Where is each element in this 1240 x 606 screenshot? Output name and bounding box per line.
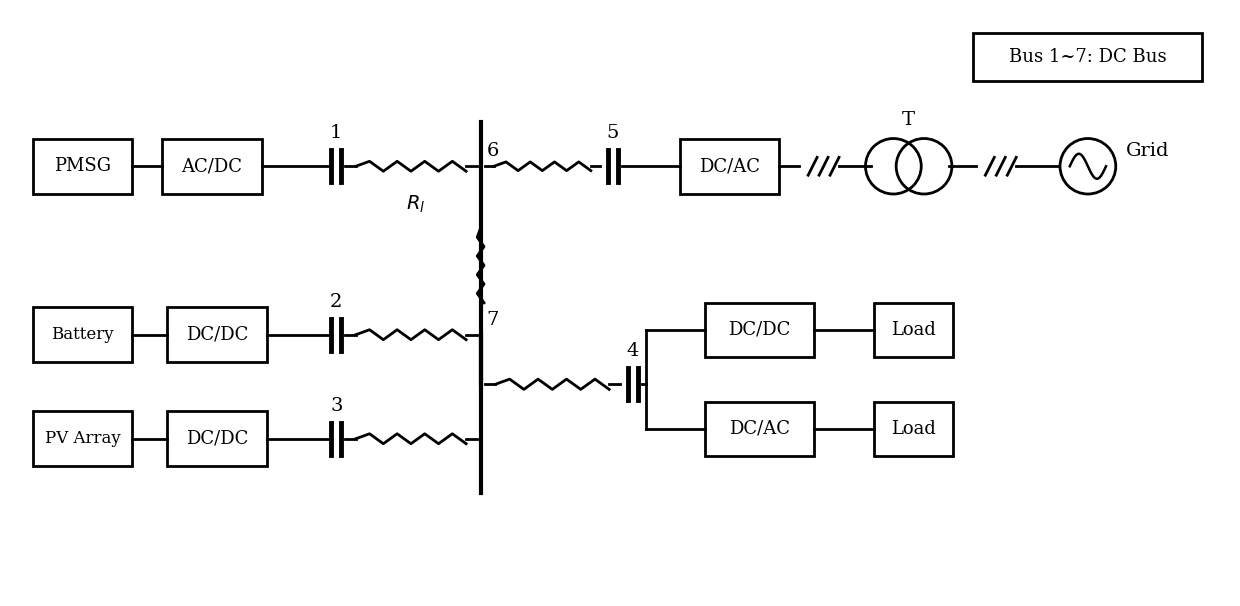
Text: Grid: Grid (1126, 142, 1169, 161)
Text: $R_l$: $R_l$ (407, 194, 425, 215)
Bar (167, 307, 267, 362)
Bar (32, 307, 133, 362)
Text: DC/AC: DC/AC (699, 158, 760, 175)
Bar (874, 302, 954, 357)
Bar (704, 302, 815, 357)
Text: DC/AC: DC/AC (729, 420, 790, 438)
Text: 6: 6 (486, 142, 498, 161)
Bar (167, 411, 267, 466)
Text: AC/DC: AC/DC (181, 158, 242, 175)
Bar (680, 139, 779, 193)
Text: DC/DC: DC/DC (728, 321, 791, 339)
Bar (973, 33, 1203, 81)
Bar (32, 411, 133, 466)
Bar (874, 402, 954, 456)
Bar (162, 139, 262, 193)
Text: DC/DC: DC/DC (186, 325, 248, 344)
Text: 5: 5 (606, 124, 619, 142)
Text: Battery: Battery (51, 326, 114, 343)
Bar (704, 402, 815, 456)
Text: Load: Load (892, 420, 936, 438)
Text: 3: 3 (330, 397, 342, 415)
Text: 7: 7 (486, 311, 498, 329)
Text: DC/DC: DC/DC (186, 430, 248, 448)
Text: PMSG: PMSG (53, 158, 110, 175)
Text: PV Array: PV Array (45, 430, 120, 447)
Text: 4: 4 (626, 342, 639, 361)
Bar (32, 139, 133, 193)
Text: Load: Load (892, 321, 936, 339)
Text: 2: 2 (330, 293, 342, 311)
Text: Bus 1~7: DC Bus: Bus 1~7: DC Bus (1009, 48, 1167, 66)
Text: T: T (903, 111, 915, 128)
Text: 1: 1 (330, 124, 342, 142)
